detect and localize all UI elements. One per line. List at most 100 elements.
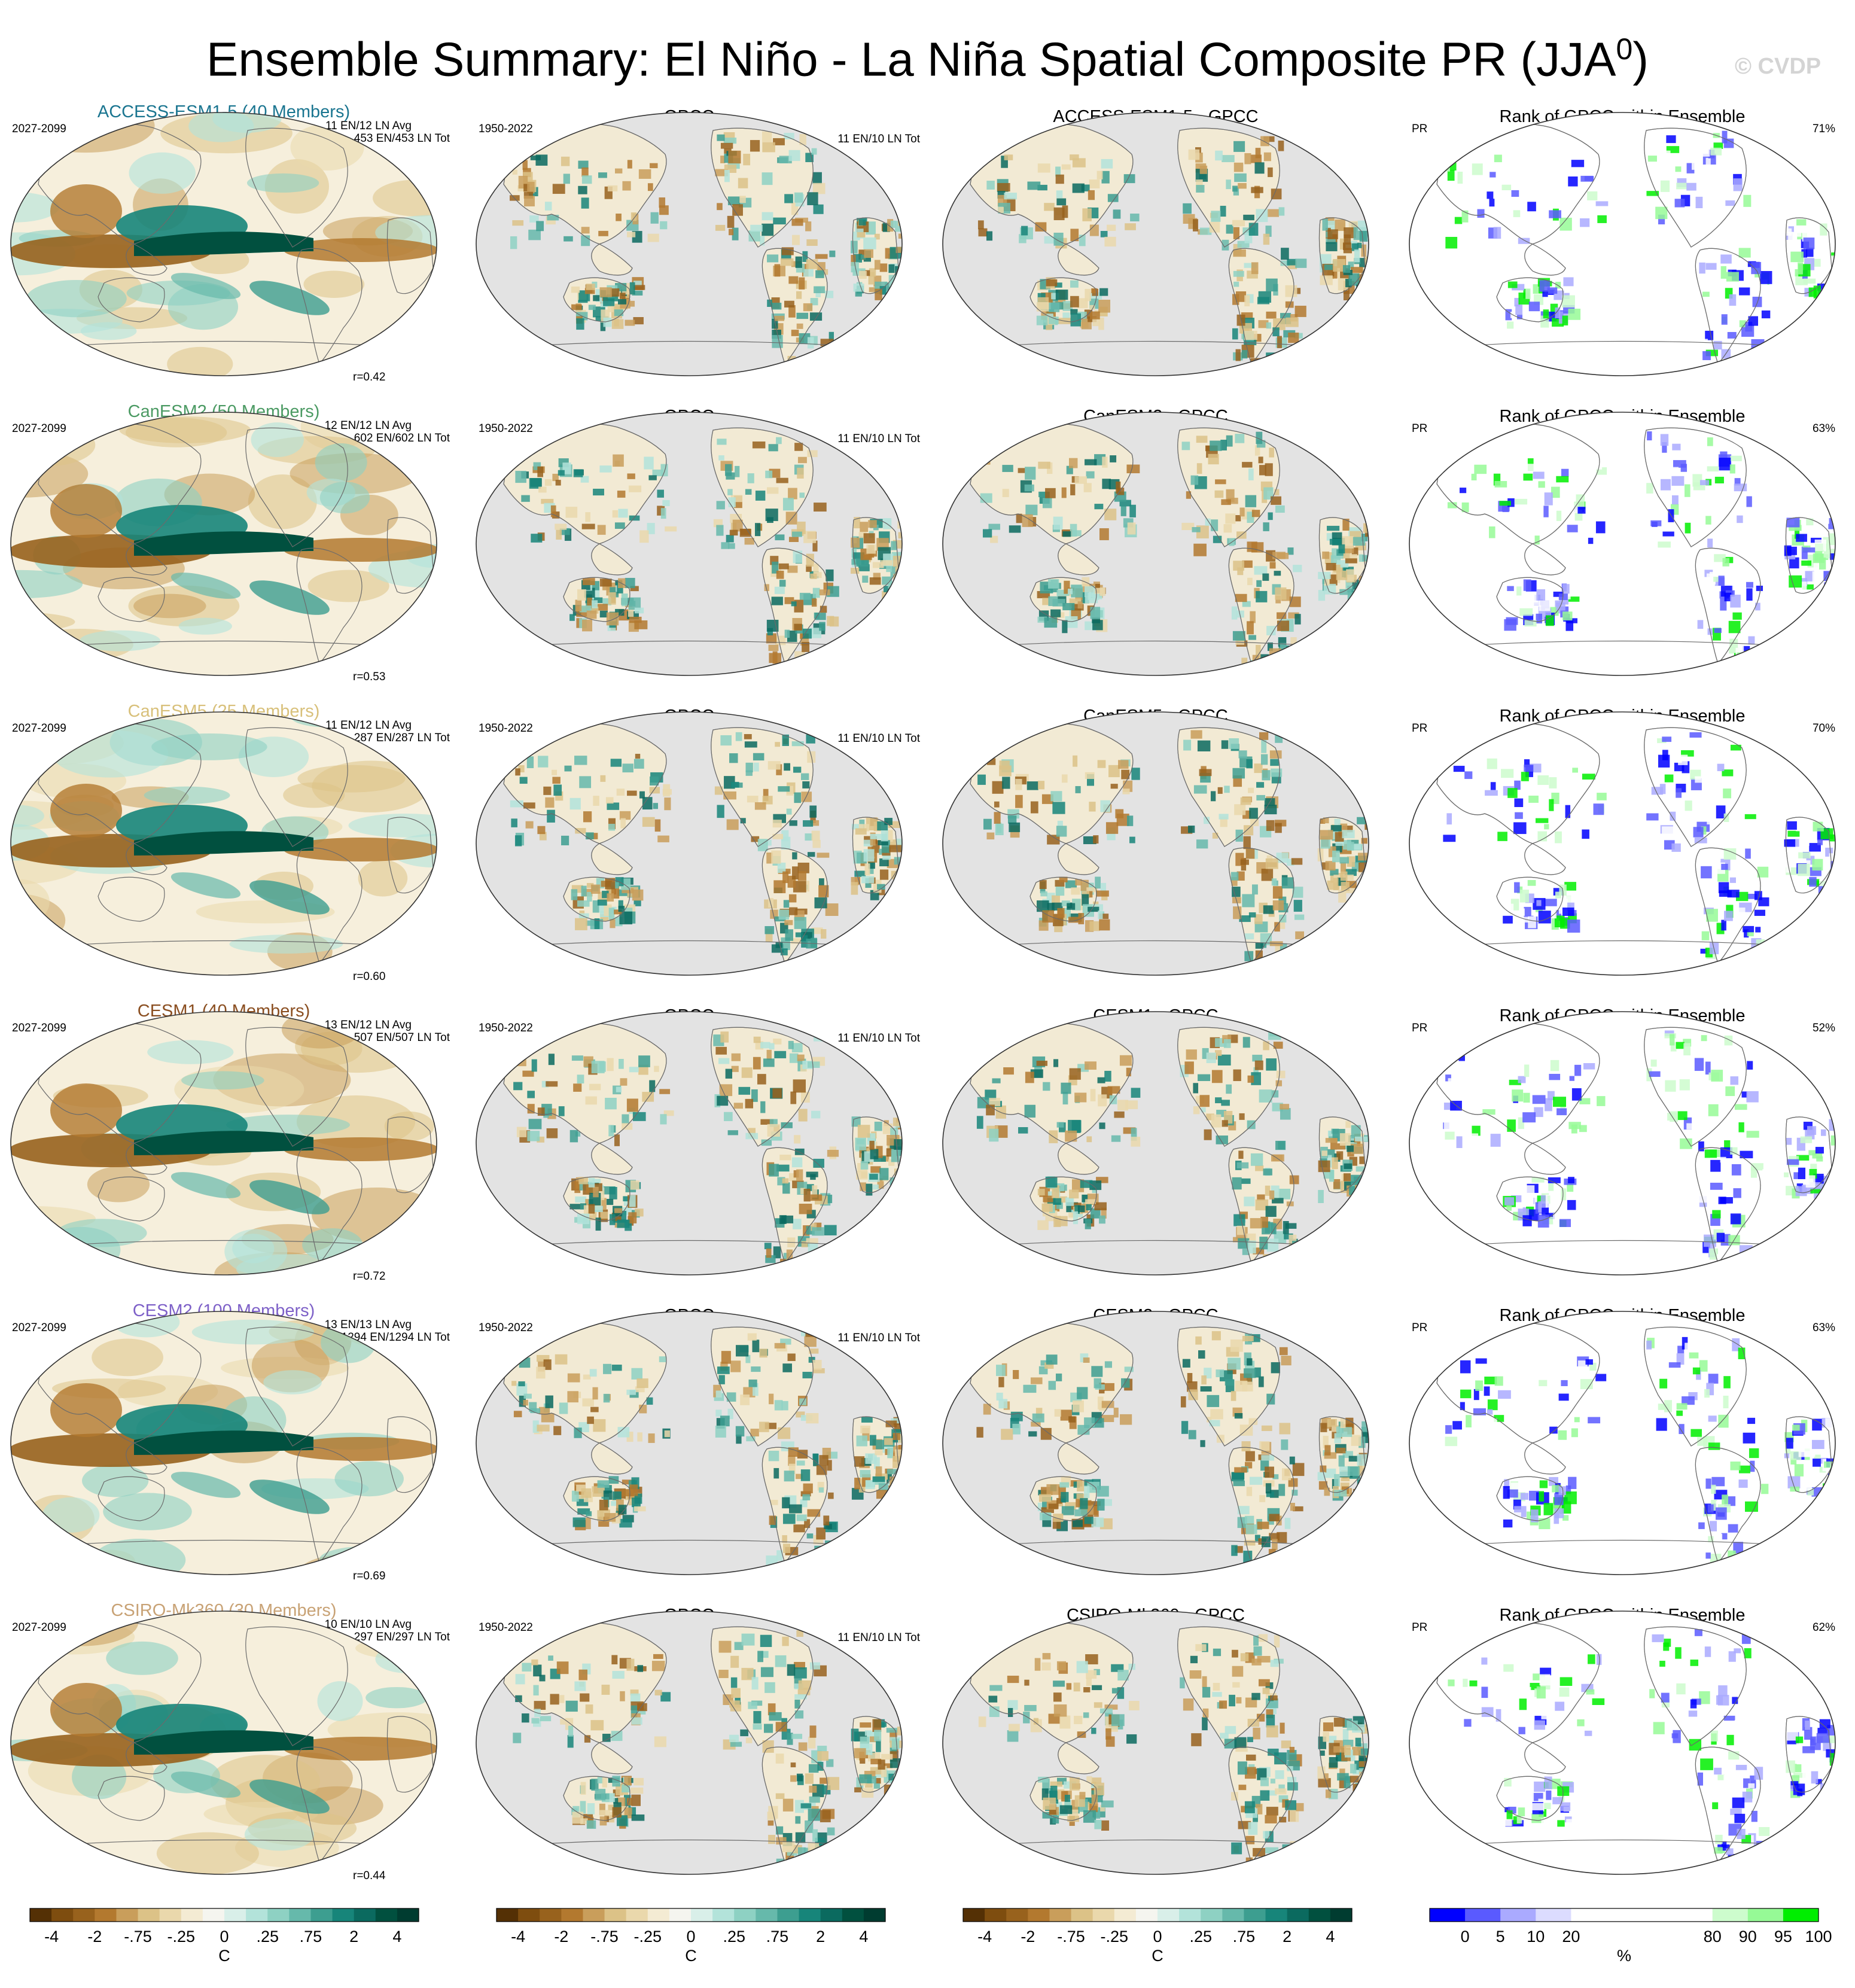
grid-cell	[1726, 272, 1739, 282]
grid-cell	[1215, 150, 1223, 161]
grid-cell	[648, 1433, 655, 1443]
grid-cell	[552, 184, 565, 194]
grid-cell	[998, 1377, 1004, 1387]
rank-variable: PR	[1412, 722, 1427, 735]
grid-cell	[1739, 320, 1746, 327]
wet-tongue-core	[134, 1131, 313, 1155]
grid-cell	[977, 220, 984, 230]
obs-counts: 11 EN/10 LN Tot	[837, 1032, 920, 1045]
map-border	[476, 112, 903, 376]
grid-cell	[1288, 612, 1299, 619]
grid-cell	[1567, 583, 1578, 589]
grid-cell	[1795, 1186, 1807, 1197]
grid-cell	[745, 1737, 753, 1743]
grid-cell	[798, 1109, 808, 1122]
grid-cell	[1320, 1423, 1327, 1432]
coastline-samer	[1695, 1147, 1761, 1264]
grid-cell	[1705, 157, 1711, 166]
grid-cell	[522, 1070, 534, 1077]
grid-cell	[512, 169, 517, 175]
grid-cell	[1354, 1189, 1366, 1201]
grid-cell	[873, 1783, 881, 1789]
coastline-samer	[1695, 248, 1761, 365]
grid-cell	[1274, 922, 1280, 932]
grid-cell	[1551, 486, 1560, 498]
grid-cell	[1347, 1466, 1360, 1476]
grid-cell	[1738, 1479, 1748, 1488]
grid-cell	[1358, 1750, 1366, 1762]
grid-cell	[877, 1178, 884, 1189]
grid-cell	[1533, 1673, 1546, 1680]
grid-cell	[1240, 797, 1251, 805]
grid-cell	[1487, 1658, 1500, 1672]
grid-cell	[1221, 1100, 1230, 1106]
grid-cell	[1583, 1390, 1595, 1402]
grid-cell	[793, 1079, 806, 1093]
grid-cell	[1650, 520, 1662, 526]
grid-cell	[1356, 1166, 1367, 1172]
grid-cell	[860, 1722, 872, 1728]
grid-cell	[1580, 1379, 1593, 1389]
grid-cell	[1724, 1140, 1731, 1149]
grid-cell	[1694, 1058, 1704, 1071]
grid-cell	[1464, 1719, 1472, 1727]
grid-cell	[646, 1397, 653, 1405]
grid-cell	[1037, 616, 1047, 623]
grid-cell	[978, 228, 988, 237]
grid-cell	[1806, 518, 1814, 526]
grid-cell	[1525, 288, 1531, 299]
grid-cell	[1093, 1669, 1100, 1676]
grid-cell	[1806, 248, 1814, 257]
grid-cell	[1828, 282, 1835, 294]
grid-cell	[1812, 858, 1823, 871]
grid-cell	[571, 286, 580, 293]
grid-cell	[1212, 1692, 1222, 1697]
grid-cell	[1729, 464, 1735, 474]
grid-cell	[784, 920, 793, 925]
grid-cell	[1794, 1464, 1804, 1476]
grid-cell	[1101, 1207, 1107, 1219]
grid-cell	[1085, 596, 1098, 604]
grid-cell	[1009, 1724, 1020, 1732]
grid-cell	[1685, 800, 1692, 811]
grid-cell	[1473, 1389, 1479, 1401]
grid-cell	[630, 1180, 639, 1190]
anomaly-blob-wet	[103, 1493, 192, 1530]
grid-cell	[815, 254, 828, 259]
model-map-field	[11, 112, 437, 376]
grid-cell	[1190, 1655, 1198, 1664]
grid-cell	[624, 1776, 632, 1786]
grid-cell	[1231, 606, 1238, 620]
grid-cell	[794, 917, 806, 929]
anomaly-blob-dry	[248, 474, 317, 529]
grid-cell	[592, 1486, 605, 1497]
grid-cell	[861, 1417, 873, 1423]
grid-cell	[766, 839, 772, 846]
grid-cell	[572, 1812, 584, 1824]
grid-cell	[1708, 1374, 1719, 1384]
grid-cell	[809, 1348, 819, 1354]
grid-cell	[584, 1735, 591, 1743]
grid-cell	[1125, 223, 1136, 230]
grid-cell	[1698, 1195, 1711, 1203]
grid-cell	[628, 597, 641, 610]
grid-cell	[797, 1054, 805, 1061]
grid-cell	[630, 1689, 639, 1695]
grid-cell	[1738, 1122, 1744, 1132]
grid-cell	[1364, 287, 1369, 300]
grid-cell	[781, 836, 791, 850]
grid-cell	[1711, 746, 1719, 753]
obs-period: 1950-2022	[479, 422, 533, 435]
grid-cell	[1233, 270, 1244, 277]
grid-cell	[630, 1787, 644, 1794]
grid-cell	[1787, 821, 1797, 830]
grid-cell	[1211, 1114, 1222, 1128]
coastline-namer	[1644, 427, 1747, 547]
map-border	[10, 112, 437, 376]
grid-cell	[748, 1701, 757, 1709]
grid-cell	[1697, 620, 1704, 629]
grid-cell	[1256, 590, 1268, 602]
grid-cell	[1250, 817, 1259, 826]
grid-cell	[732, 204, 743, 216]
grid-cell	[793, 1524, 805, 1533]
